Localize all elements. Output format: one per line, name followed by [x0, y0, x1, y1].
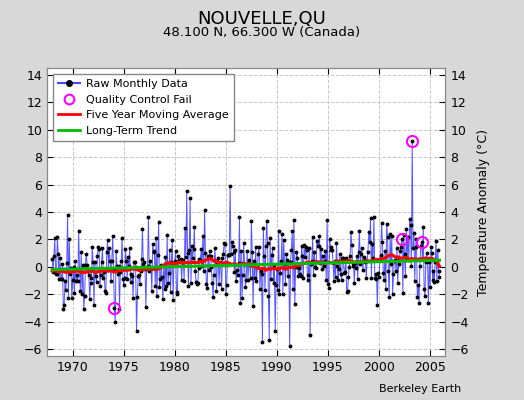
- Y-axis label: Temperature Anomaly (°C): Temperature Anomaly (°C): [477, 128, 490, 296]
- Text: Berkeley Earth: Berkeley Earth: [379, 384, 461, 394]
- Text: 48.100 N, 66.300 W (Canada): 48.100 N, 66.300 W (Canada): [163, 26, 361, 39]
- Legend: Raw Monthly Data, Quality Control Fail, Five Year Moving Average, Long-Term Tren: Raw Monthly Data, Quality Control Fail, …: [53, 74, 234, 141]
- Text: NOUVELLE,QU: NOUVELLE,QU: [198, 10, 326, 28]
